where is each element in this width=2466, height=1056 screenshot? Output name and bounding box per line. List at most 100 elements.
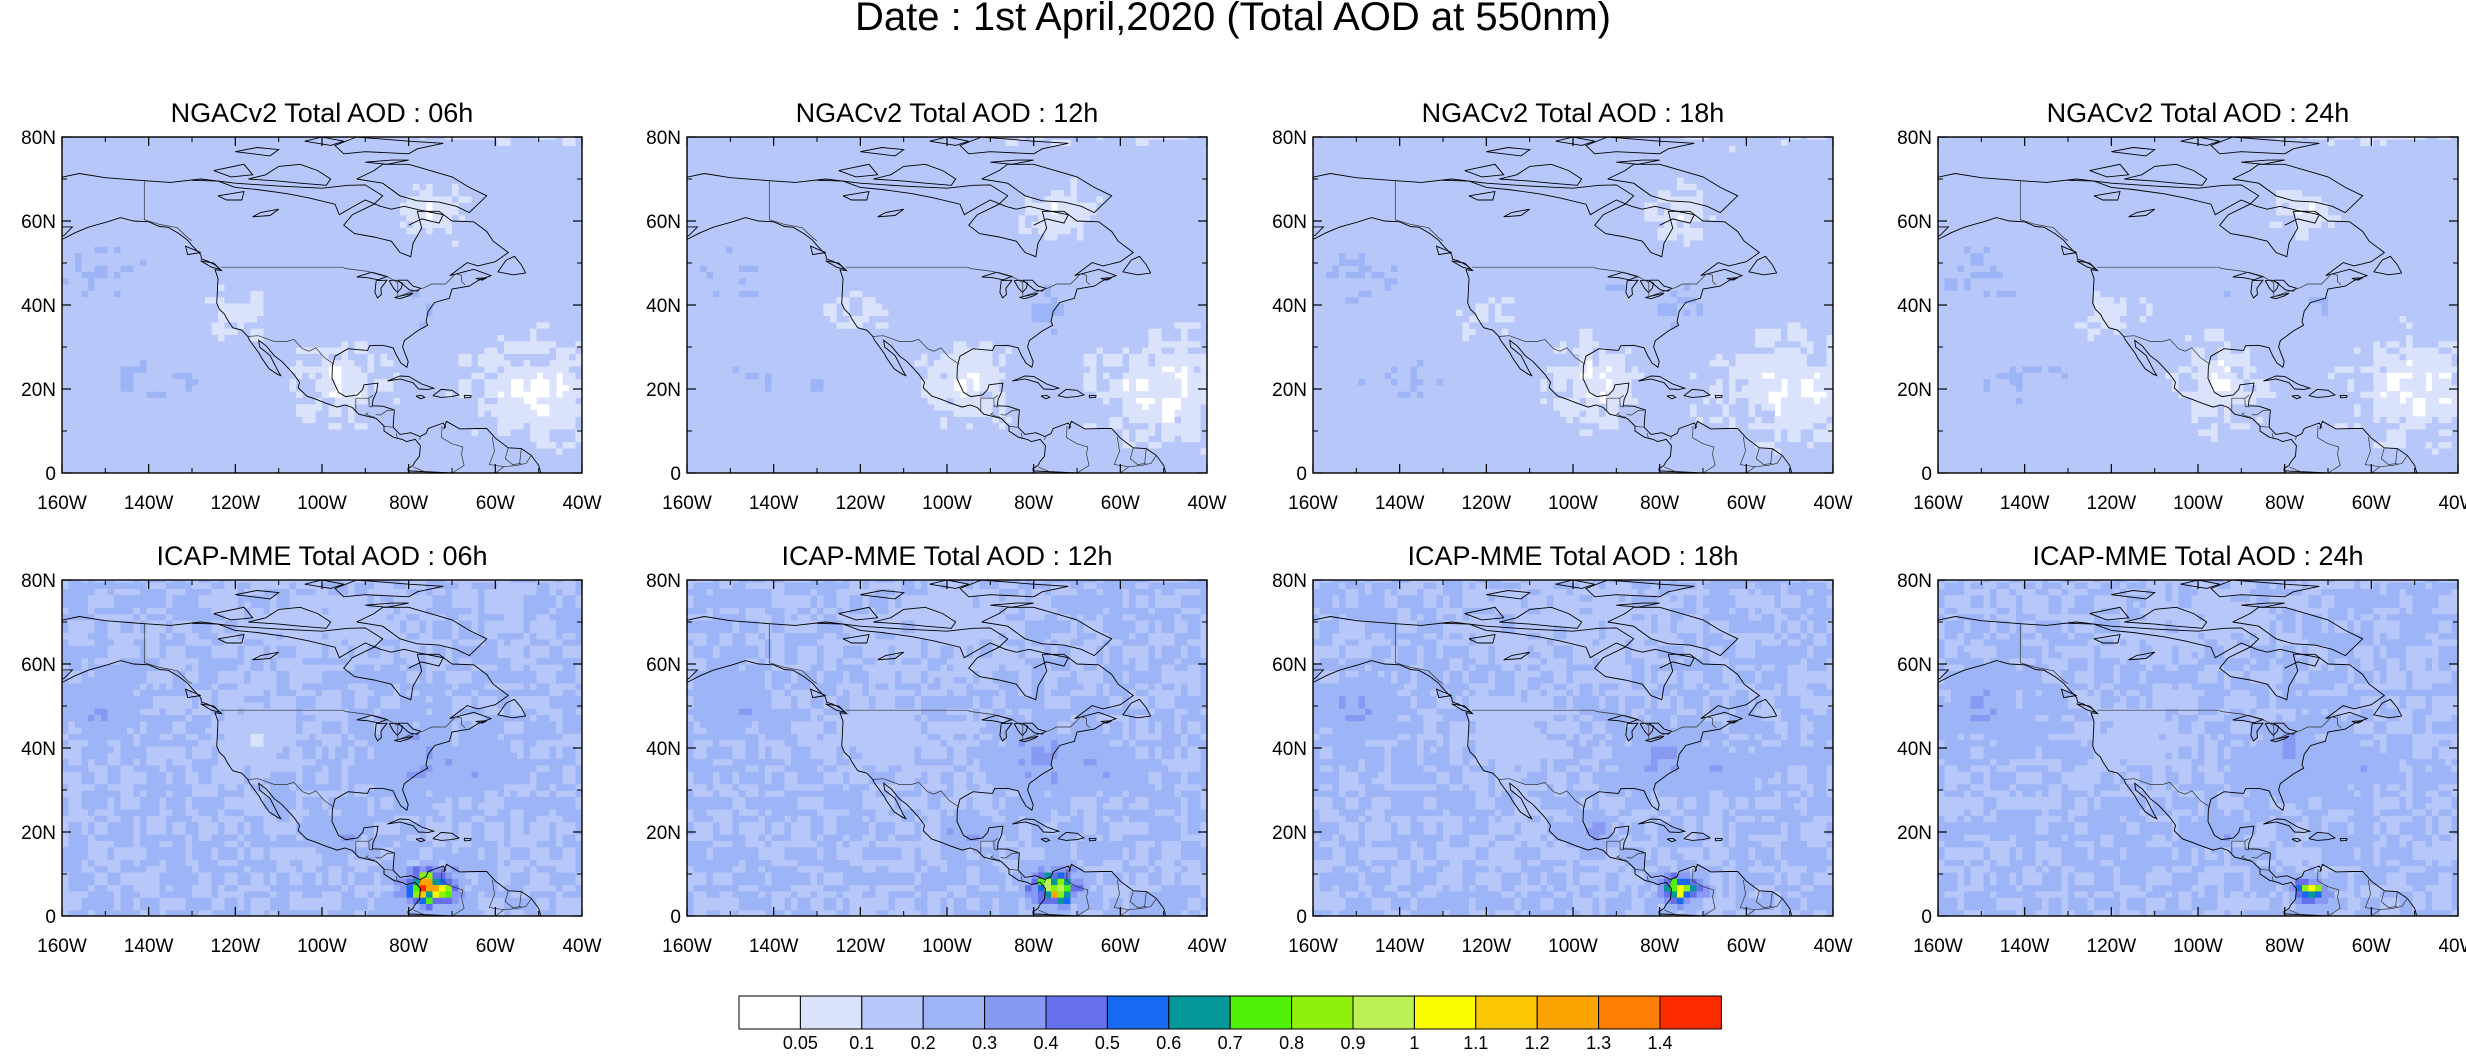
lon-tick-label: 120W bbox=[211, 936, 261, 957]
lat-tick-label: 60N bbox=[1272, 655, 1307, 676]
colorbar-swatch bbox=[1106, 995, 1170, 1030]
lon-tick-label: 120W bbox=[2087, 936, 2137, 957]
map-panel: ICAP-MME Total AOD : 24h 0 20N 40N 60N 80N 160… bbox=[1897, 541, 2466, 957]
lat-tick-label: 40N bbox=[1272, 739, 1307, 760]
colorbar-label: 0.9 bbox=[1340, 1033, 1365, 1053]
lon-tick-label: 140W bbox=[124, 936, 174, 957]
aod-field bbox=[1313, 137, 1833, 473]
lon-tick-label: 160W bbox=[37, 493, 87, 514]
lat-tick-label: 40N bbox=[646, 296, 681, 317]
lon-tick-label: 100W bbox=[2173, 493, 2223, 514]
lat-tick-label: 0 bbox=[45, 464, 56, 485]
map-panel: NGACv2 Total AOD : 06h 0 20N 40N 60N 80N 160W 1… bbox=[21, 98, 601, 514]
colorbar-swatch bbox=[799, 995, 863, 1030]
colorbar-swatch bbox=[922, 995, 986, 1030]
lon-tick-label: 160W bbox=[1288, 493, 1338, 514]
lon-tick-label: 40W bbox=[1187, 936, 1226, 957]
lat-tick-label: 80N bbox=[1897, 571, 1932, 592]
lon-tick-label: 80W bbox=[1640, 936, 1679, 957]
panel-title: NGACv2 Total AOD : 06h bbox=[171, 98, 474, 128]
aod-field bbox=[1938, 580, 2458, 916]
lon-tick-label: 140W bbox=[124, 493, 174, 514]
aod-field bbox=[687, 137, 1207, 473]
lat-tick-label: 40N bbox=[21, 739, 56, 760]
lat-tick-label: 40N bbox=[1272, 296, 1307, 317]
lat-tick-label: 20N bbox=[646, 380, 681, 401]
lon-tick-label: 80W bbox=[1014, 936, 1053, 957]
lon-tick-label: 40W bbox=[1187, 493, 1226, 514]
lat-tick-label: 80N bbox=[21, 571, 56, 592]
lat-tick-label: 20N bbox=[646, 823, 681, 844]
lon-tick-label: 160W bbox=[662, 493, 712, 514]
colorbar-swatch bbox=[1659, 995, 1722, 1030]
colorbar-label: 1.1 bbox=[1463, 1033, 1488, 1053]
lon-tick-label: 100W bbox=[2173, 936, 2223, 957]
aod-field bbox=[62, 137, 582, 473]
lon-tick-label: 120W bbox=[2087, 493, 2137, 514]
colorbar-swatch bbox=[861, 995, 924, 1030]
lon-tick-label: 80W bbox=[389, 936, 428, 957]
lat-tick-label: 40N bbox=[1897, 739, 1932, 760]
lon-tick-label: 160W bbox=[37, 936, 87, 957]
lon-tick-label: 40W bbox=[2438, 936, 2466, 957]
lon-tick-label: 100W bbox=[922, 493, 972, 514]
colorbar-label: 0.6 bbox=[1156, 1033, 1181, 1053]
colorbar-swatch bbox=[1536, 995, 1600, 1030]
lat-tick-label: 60N bbox=[646, 212, 681, 233]
coastline bbox=[1313, 580, 1793, 916]
colorbar-swatch bbox=[1045, 995, 1108, 1030]
colorbar-swatch bbox=[1352, 995, 1415, 1030]
lat-tick-label: 20N bbox=[21, 380, 56, 401]
colorbar-swatch bbox=[1475, 995, 1538, 1030]
lon-tick-label: 80W bbox=[1640, 493, 1679, 514]
lon-tick-label: 80W bbox=[2265, 936, 2304, 957]
map-panel: ICAP-MME Total AOD : 12h 0 20N 40N 60N 80N 160… bbox=[646, 541, 1226, 957]
political-borders bbox=[143, 623, 532, 916]
lon-tick-label: 80W bbox=[2265, 493, 2304, 514]
coastline bbox=[687, 137, 1167, 473]
lon-tick-label: 40W bbox=[562, 936, 601, 957]
lon-tick-label: 60W bbox=[1727, 936, 1766, 957]
colorbar-label: 0.8 bbox=[1279, 1033, 1304, 1053]
colorbar-label: 0.5 bbox=[1095, 1033, 1120, 1053]
lon-tick-label: 40W bbox=[1813, 936, 1852, 957]
lon-tick-label: 60W bbox=[476, 493, 515, 514]
lon-tick-label: 60W bbox=[1101, 493, 1140, 514]
aod-field bbox=[1313, 580, 1833, 916]
lat-tick-label: 40N bbox=[1897, 296, 1932, 317]
colorbar-swatch bbox=[738, 995, 801, 1030]
political-borders bbox=[2019, 180, 2408, 473]
lat-tick-label: 20N bbox=[1897, 823, 1932, 844]
panel-title: NGACv2 Total AOD : 18h bbox=[1422, 98, 1725, 128]
lat-tick-label: 0 bbox=[1921, 907, 1932, 928]
lat-tick-label: 20N bbox=[21, 823, 56, 844]
map-panel: NGACv2 Total AOD : 12h 0 20N 40N 60N 80N 160W 1… bbox=[646, 98, 1226, 514]
lat-tick-label: 0 bbox=[1296, 907, 1307, 928]
lon-tick-label: 100W bbox=[922, 936, 972, 957]
lat-tick-label: 0 bbox=[670, 464, 681, 485]
lat-tick-label: 60N bbox=[1897, 655, 1932, 676]
lon-tick-label: 160W bbox=[662, 936, 712, 957]
colorbar-swatch bbox=[1413, 995, 1477, 1030]
aod-field bbox=[62, 580, 582, 916]
panel-title: ICAP-MME Total AOD : 12h bbox=[781, 541, 1112, 571]
lon-tick-label: 160W bbox=[1913, 493, 1963, 514]
political-borders bbox=[768, 180, 1157, 473]
colorbar-label: 1 bbox=[1409, 1033, 1419, 1053]
aod-field bbox=[687, 580, 1207, 916]
colorbar-swatch bbox=[1229, 995, 1293, 1030]
lat-tick-label: 80N bbox=[1272, 128, 1307, 149]
lat-tick-label: 80N bbox=[646, 128, 681, 149]
lon-tick-label: 120W bbox=[1462, 936, 1512, 957]
lon-tick-label: 40W bbox=[1813, 493, 1852, 514]
lat-tick-label: 80N bbox=[646, 571, 681, 592]
panel-title: ICAP-MME Total AOD : 18h bbox=[1407, 541, 1738, 571]
lon-tick-label: 60W bbox=[2352, 936, 2391, 957]
lon-tick-label: 100W bbox=[297, 936, 347, 957]
lon-tick-label: 100W bbox=[297, 493, 347, 514]
lat-tick-label: 0 bbox=[670, 907, 681, 928]
map-panel: NGACv2 Total AOD : 18h 0 20N 40N 60N 80N 160W 1… bbox=[1272, 98, 1852, 514]
lon-tick-label: 40W bbox=[2438, 493, 2466, 514]
lon-tick-label: 140W bbox=[749, 936, 799, 957]
